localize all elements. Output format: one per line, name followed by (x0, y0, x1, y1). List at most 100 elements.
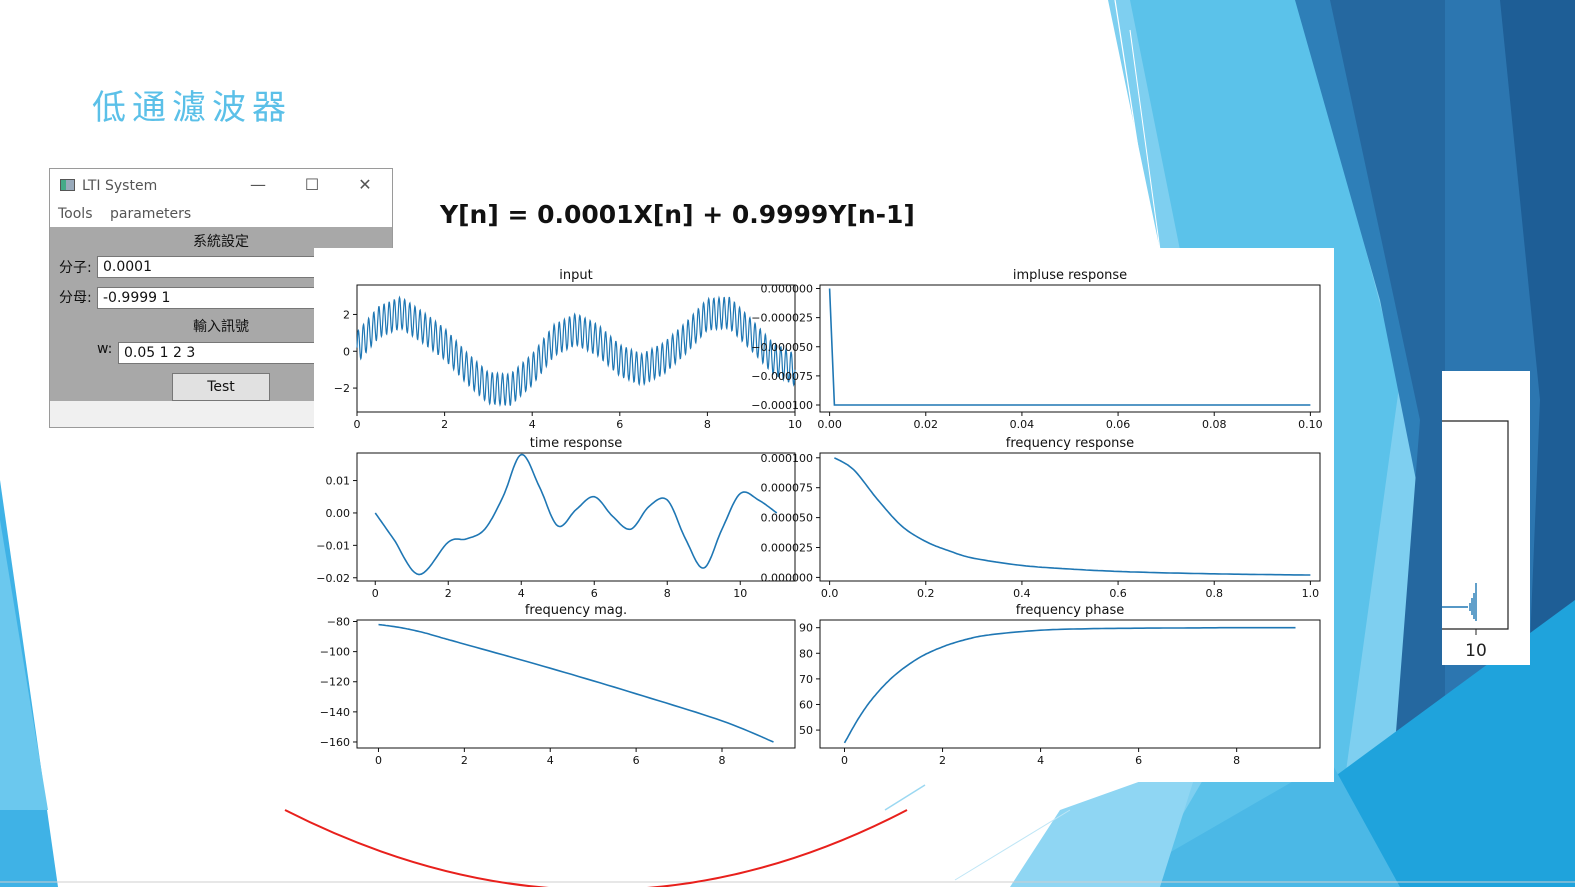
subplot-3: frequency response 0.0 0.2 0.4 0.6 0.8 1.0 0.00… (761, 436, 1321, 600)
y-tick-label: −0.02 (316, 572, 350, 585)
y-tick-label: −100 (320, 646, 350, 659)
x-tick-label: 6 (616, 418, 623, 431)
filter-equation: Y[n] = 0.0001X[n] + 0.9999Y[n-1] (440, 200, 915, 229)
x-tick-label: 6 (1135, 754, 1142, 767)
fragment-tick-label: 10 (1465, 641, 1487, 661)
x-tick-label: 8 (1233, 754, 1240, 767)
subplot-title: frequency mag. (525, 603, 627, 618)
y-tick-label: −0.000050 (751, 341, 813, 354)
y-tick-label: 70 (799, 673, 813, 686)
subplot-title: frequency response (1006, 436, 1134, 451)
y-tick-label: 0.01 (326, 475, 351, 488)
subplot-title: impluse response (1013, 268, 1127, 283)
axes-frame (819, 284, 1321, 413)
x-tick-label: 10 (788, 418, 802, 431)
menu-bar: Tools parameters (50, 203, 392, 227)
plot-figure: input 0 2 4 6 8 10 −2 0 2 impluse response 0.00 0.02… (314, 248, 1334, 782)
series-line (378, 623, 774, 743)
minimize-icon[interactable]: — (250, 175, 266, 194)
x-tick-label: 8 (704, 418, 711, 431)
numerator-label: 分子: (59, 260, 92, 276)
y-tick-label: 50 (799, 724, 813, 737)
close-icon[interactable]: ✕ (358, 175, 372, 194)
y-tick-label: 2 (343, 308, 350, 321)
y-tick-label: −0.000100 (751, 399, 813, 412)
menu-tools[interactable]: Tools (58, 206, 93, 222)
y-tick-label: 80 (799, 647, 813, 660)
window-titlebar[interactable]: LTI System — ☐ ✕ (50, 169, 392, 203)
axes-frame (819, 452, 1321, 582)
x-tick-label: 0.0 (821, 587, 839, 600)
x-tick-label: 0.04 (1010, 418, 1035, 431)
y-tick-label: −2 (334, 382, 350, 395)
x-tick-label: 0 (375, 754, 382, 767)
y-tick-label: 60 (799, 698, 813, 711)
subplot-4: frequency mag. 0 2 4 6 8 −80 −100 −120 −140 −160 (320, 603, 796, 767)
x-tick-label: 0 (841, 754, 848, 767)
x-tick-label: 10 (733, 587, 747, 600)
subplot-title: time response (530, 436, 623, 451)
axes-frame (356, 284, 796, 413)
x-tick-label: 0 (372, 587, 379, 600)
denominator-label: 分母: (59, 290, 92, 306)
fragment-plot: 10 (1442, 420, 1509, 661)
series-line (834, 457, 1311, 576)
x-tick-label: 2 (445, 587, 452, 600)
y-tick-label: −0.000075 (751, 370, 813, 383)
series-line (374, 453, 778, 576)
y-tick-label: 90 (799, 622, 813, 635)
subplot-2: time response 0 2 4 6 8 10 0.01 0.00 −0.01 −0.02 (316, 436, 796, 600)
y-tick-label: 0.00 (326, 507, 351, 520)
x-tick-label: 0 (354, 418, 361, 431)
background-figure-fragment: 10 (1442, 371, 1530, 665)
window-title: LTI System (82, 178, 158, 194)
x-tick-label: 6 (591, 587, 598, 600)
x-tick-label: 2 (441, 418, 448, 431)
subplot-5: frequency phase 0 2 4 6 8 90 80 70 60 50 (799, 603, 1321, 767)
y-tick-label: −80 (327, 616, 350, 629)
y-tick-label: 0.000000 (761, 282, 814, 295)
x-tick-label: 0.4 (1013, 587, 1031, 600)
input-signal-header: 輸入訊號 (193, 319, 249, 335)
x-tick-label: 0.00 (817, 418, 842, 431)
axes-frame (356, 452, 796, 582)
app-window-icon (60, 179, 75, 191)
x-tick-label: 1.0 (1302, 587, 1320, 600)
x-tick-label: 4 (518, 587, 525, 600)
subplot-1: impluse response 0.00 0.02 0.04 0.06 0.08 0.10… (751, 268, 1322, 431)
subplot-title: frequency phase (1016, 603, 1125, 618)
series-line (843, 626, 1296, 744)
menu-parameters[interactable]: parameters (110, 206, 192, 222)
x-tick-label: 0.08 (1202, 418, 1227, 431)
x-tick-label: 0.02 (914, 418, 939, 431)
y-tick-label: 0.000025 (761, 542, 814, 555)
y-tick-label: −0.01 (316, 539, 350, 552)
x-tick-label: 4 (529, 418, 536, 431)
w-label: w: (97, 341, 113, 357)
system-settings-header: 系統設定 (193, 234, 249, 250)
x-tick-label: 0.06 (1106, 418, 1131, 431)
x-tick-label: 0.10 (1298, 418, 1323, 431)
y-tick-label: 0.000100 (761, 452, 814, 465)
x-tick-label: 4 (1037, 754, 1044, 767)
y-tick-label: −140 (320, 706, 350, 719)
series-line (356, 295, 796, 408)
slide-title: 低通濾波器 (92, 88, 292, 128)
axes-frame (356, 619, 796, 749)
axes-frame (819, 619, 1321, 749)
subplot-title: input (559, 268, 592, 283)
maximize-icon[interactable]: ☐ (304, 175, 320, 194)
y-tick-label: 0 (343, 345, 350, 358)
y-tick-label: −0.000025 (751, 312, 813, 325)
y-tick-label: 0.000000 (761, 571, 814, 584)
y-tick-label: 0.000050 (761, 512, 814, 525)
x-tick-label: 0.8 (1205, 587, 1223, 600)
series-line (828, 288, 1311, 406)
x-tick-label: 0.6 (1109, 587, 1127, 600)
x-tick-label: 8 (719, 754, 726, 767)
y-tick-label: −160 (320, 736, 350, 749)
y-tick-label: 0.000075 (761, 482, 814, 495)
test-button[interactable]: Test (172, 373, 270, 401)
x-tick-label: 2 (939, 754, 946, 767)
